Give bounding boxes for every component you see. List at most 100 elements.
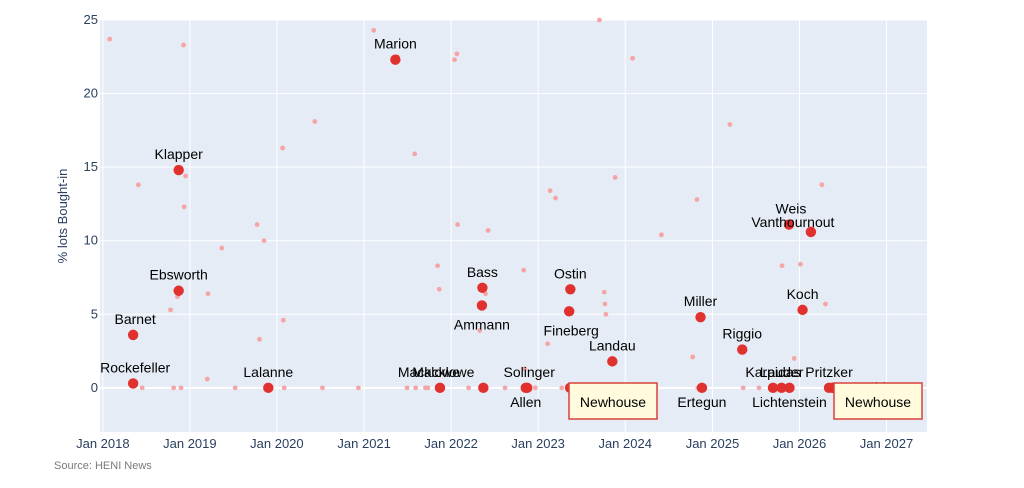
data-point bbox=[784, 382, 795, 394]
y-tick-label: 25 bbox=[84, 12, 98, 27]
minor-point bbox=[612, 175, 618, 180]
data-point bbox=[478, 382, 489, 394]
data-point bbox=[767, 382, 779, 394]
minor-point bbox=[436, 286, 442, 292]
minor-point bbox=[254, 222, 260, 227]
minor-point bbox=[466, 385, 471, 391]
y-axis-title: % lots Bought-in bbox=[55, 169, 70, 264]
minor-point bbox=[178, 385, 184, 391]
minor-point bbox=[320, 385, 325, 391]
point-label: Marion bbox=[374, 36, 417, 52]
x-tick-label: Jan 2026 bbox=[773, 436, 827, 451]
minor-point bbox=[168, 307, 173, 313]
y-tick-label: 15 bbox=[84, 159, 98, 174]
x-tick-label: Jan 2023 bbox=[511, 436, 565, 451]
data-point bbox=[695, 312, 706, 323]
point-label: Ebsworth bbox=[149, 267, 207, 283]
minor-point bbox=[135, 182, 141, 188]
y-tick-label: 0 bbox=[91, 380, 98, 395]
minor-point bbox=[756, 385, 762, 391]
data-point bbox=[434, 382, 446, 394]
x-tick-label: Jan 2021 bbox=[337, 436, 391, 451]
point-label: Solinger bbox=[504, 364, 556, 380]
annotation-box-label: Newhouse bbox=[845, 394, 911, 410]
minor-point bbox=[630, 55, 635, 61]
minor-point bbox=[477, 328, 483, 333]
data-point bbox=[797, 304, 808, 316]
point-label: Klapper bbox=[155, 146, 204, 162]
minor-point bbox=[553, 195, 558, 201]
data-point bbox=[127, 329, 139, 341]
minor-point bbox=[435, 263, 440, 269]
minor-point bbox=[183, 173, 188, 179]
x-tick-label: Jan 2025 bbox=[686, 436, 740, 451]
minor-point bbox=[312, 119, 318, 124]
minor-point bbox=[547, 188, 553, 194]
annotation-box-frame bbox=[568, 382, 658, 420]
x-tick-label: Jan 2024 bbox=[598, 436, 652, 451]
minor-point bbox=[205, 291, 211, 297]
point-label: Fineberg bbox=[544, 322, 599, 338]
minor-point bbox=[485, 228, 491, 233]
point-label: Bass bbox=[467, 264, 498, 280]
labeled-points-layer bbox=[127, 54, 838, 394]
minor-point bbox=[257, 336, 262, 342]
minor-point bbox=[261, 238, 267, 244]
data-point bbox=[776, 382, 787, 394]
minor-point bbox=[559, 385, 565, 391]
point-label: Lauder bbox=[760, 364, 804, 380]
minor-point bbox=[280, 145, 286, 151]
annotation-box-label: Newhouse bbox=[580, 394, 646, 410]
minor-point bbox=[232, 385, 238, 391]
minor-point bbox=[454, 51, 460, 57]
minor-point bbox=[522, 366, 527, 372]
point-label: Macklowe bbox=[398, 364, 460, 380]
minor-point bbox=[823, 301, 828, 307]
data-point bbox=[783, 219, 795, 230]
axes: Jan 2018 Jan 2019 Jan 2020 Jan 2021 Jan 2022… bbox=[55, 12, 913, 451]
minor-point bbox=[139, 385, 145, 391]
point-label: Landau bbox=[589, 337, 636, 353]
data-point bbox=[563, 306, 575, 317]
data-point bbox=[390, 54, 401, 65]
minor-point bbox=[280, 317, 286, 323]
minor-point bbox=[798, 261, 803, 267]
point-label: Weis bbox=[776, 201, 807, 217]
minor-point bbox=[602, 301, 608, 307]
minor-point bbox=[425, 385, 431, 391]
minor-point bbox=[545, 341, 551, 347]
minor-point bbox=[204, 376, 210, 382]
minor-point bbox=[521, 267, 527, 273]
annotation-box-frame bbox=[833, 382, 923, 420]
minor-point bbox=[659, 232, 664, 238]
data-point bbox=[737, 344, 748, 355]
minor-point bbox=[740, 385, 746, 391]
point-label: Ertegun bbox=[677, 394, 726, 410]
point-label: Lalanne bbox=[243, 364, 293, 380]
point-label: Karpidas bbox=[745, 364, 800, 380]
minor-point bbox=[502, 385, 508, 391]
minor-point bbox=[107, 36, 113, 42]
data-point bbox=[127, 378, 139, 389]
minor-point bbox=[597, 17, 602, 23]
minor-point bbox=[181, 42, 186, 48]
data-point bbox=[520, 382, 531, 394]
minor-point bbox=[452, 57, 457, 63]
annotation-box: Newhouse bbox=[833, 382, 923, 420]
point-label: Barnet bbox=[115, 311, 156, 327]
minor-point bbox=[727, 122, 733, 127]
minor-point bbox=[455, 222, 460, 227]
minor-point bbox=[371, 27, 377, 33]
data-point bbox=[476, 300, 488, 311]
minor-point bbox=[181, 204, 187, 210]
data-point bbox=[805, 226, 817, 238]
annotation-box: Newhouse bbox=[568, 382, 658, 420]
minor-point bbox=[281, 385, 287, 391]
point-label: Ammann bbox=[454, 316, 510, 332]
minor-point bbox=[404, 385, 410, 391]
data-point bbox=[173, 285, 184, 296]
annotation-boxes-layer: Newhouse Newhouse bbox=[568, 382, 923, 420]
point-label: Pritzker bbox=[805, 364, 853, 380]
minor-point bbox=[690, 354, 696, 360]
